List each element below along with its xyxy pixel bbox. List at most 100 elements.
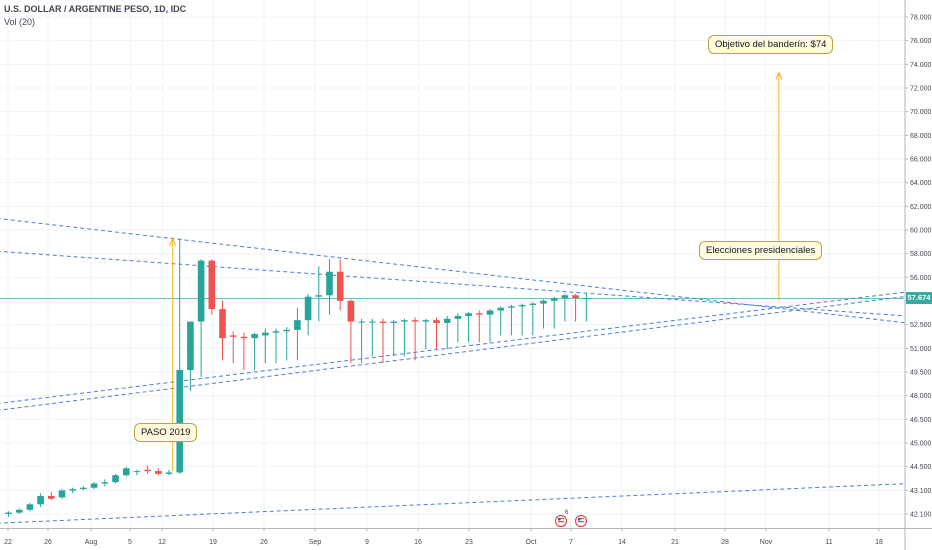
candle-body bbox=[465, 313, 472, 317]
y-tick-label: 68.000 bbox=[910, 133, 932, 140]
candle-body bbox=[133, 471, 141, 473]
x-tick-label: Sep bbox=[309, 539, 322, 546]
candles bbox=[5, 238, 590, 517]
paso-annotation[interactable]: PASO 2019 bbox=[134, 423, 198, 442]
x-tick-label: 26 bbox=[44, 539, 52, 546]
symbol-title: U.S. DOLLAR / ARGENTINE PESO, 1D, IDC bbox=[4, 4, 187, 14]
candle-body bbox=[540, 300, 547, 304]
candle-body bbox=[48, 496, 55, 499]
candle-body bbox=[58, 490, 66, 498]
candle-body bbox=[272, 331, 280, 333]
volume-indicator-label[interactable]: Vol (20) bbox=[4, 17, 36, 27]
candle-body bbox=[390, 321, 397, 323]
x-tick-label: 9 bbox=[365, 539, 369, 546]
arrow-head bbox=[169, 237, 177, 246]
x-tick-label: 26 bbox=[260, 539, 268, 546]
time-axis[interactable]: 22 26 Aug 5 12 19 26 Sep 9 16 23 Oct 7 14 21 28 Nov 11 18 bbox=[0, 528, 932, 546]
candle-body bbox=[165, 472, 173, 474]
candle-body bbox=[315, 295, 323, 297]
y-tick-label: 76.000 bbox=[910, 38, 932, 45]
candle-body bbox=[443, 318, 451, 323]
candle-body bbox=[508, 306, 515, 308]
x-tick-label: 28 bbox=[721, 539, 729, 546]
grid bbox=[0, 0, 904, 528]
candle-body bbox=[262, 332, 269, 336]
y-tick-label: 56.000 bbox=[910, 275, 932, 282]
candle-body bbox=[583, 298, 590, 300]
candle-body bbox=[69, 489, 76, 491]
y-tick-label: 51.000 bbox=[910, 346, 932, 353]
x-tick-label: 22 bbox=[4, 539, 12, 546]
candle-body bbox=[486, 310, 494, 315]
flag-stripe bbox=[578, 518, 584, 520]
y-tick-label: 44.500 bbox=[910, 464, 932, 471]
trendline bbox=[0, 288, 932, 404]
trendline bbox=[0, 292, 932, 411]
projection-arrows bbox=[169, 71, 783, 472]
candle-body bbox=[229, 335, 237, 337]
event-count: 6 bbox=[565, 510, 569, 516]
candle-body bbox=[422, 320, 430, 322]
elections-annotation[interactable]: Elecciones presidenciales bbox=[699, 241, 823, 260]
y-tick-label: 48.000 bbox=[910, 393, 932, 400]
trendline bbox=[0, 482, 932, 524]
flag-target-annotation[interactable]: Objetivo del banderín: $74 bbox=[708, 35, 834, 54]
candle-body bbox=[219, 309, 226, 339]
candle-body bbox=[550, 298, 558, 301]
candle-body bbox=[433, 320, 440, 323]
candle-body bbox=[155, 471, 162, 474]
y-tick-label: 60.000 bbox=[910, 228, 932, 235]
price-axis[interactable]: 42.100 43.100 44.500 45.000 46.500 48.000 49.5… bbox=[904, 0, 932, 550]
event-markers: 6 bbox=[554, 510, 588, 528]
candle-body bbox=[476, 313, 483, 315]
candle-body bbox=[411, 320, 419, 322]
candle-body bbox=[518, 304, 526, 307]
candle-body bbox=[369, 321, 376, 323]
x-tick-label: 14 bbox=[618, 539, 626, 546]
candle-body bbox=[401, 320, 408, 322]
candle-body bbox=[122, 468, 130, 476]
candle-body bbox=[101, 482, 109, 484]
candle-body bbox=[283, 329, 290, 332]
y-tick-label: 46.500 bbox=[910, 417, 932, 424]
current-price-label: 57.674 bbox=[906, 292, 932, 305]
candle-body bbox=[80, 487, 87, 490]
y-tick-label: 52.500 bbox=[910, 322, 932, 329]
y-tick-label: 64.000 bbox=[910, 180, 932, 187]
candle-body bbox=[15, 509, 23, 513]
candle-body bbox=[112, 475, 119, 483]
candle-body bbox=[336, 271, 344, 301]
flag-canton bbox=[558, 518, 561, 521]
y-tick-label: 58.000 bbox=[910, 251, 932, 258]
y-tick-label: 72.000 bbox=[910, 86, 932, 93]
x-tick-label: 11 bbox=[825, 539, 832, 546]
candle-body bbox=[197, 260, 205, 322]
candle-body bbox=[529, 303, 537, 305]
candle-body bbox=[347, 300, 355, 322]
x-tick-label: Oct bbox=[526, 539, 537, 546]
x-tick-label: 23 bbox=[465, 539, 473, 546]
x-tick-label: 18 bbox=[875, 539, 883, 546]
candle-body bbox=[144, 469, 151, 472]
x-tick-label: 5 bbox=[128, 539, 132, 546]
y-tick-label: 70.000 bbox=[910, 109, 932, 116]
candle-body bbox=[176, 370, 183, 473]
candle-body bbox=[454, 316, 462, 319]
x-tick-label: 19 bbox=[209, 539, 217, 546]
y-tick-label: 66.000 bbox=[910, 157, 932, 164]
candle-body bbox=[294, 320, 301, 330]
y-tick-label: 74.000 bbox=[910, 62, 932, 69]
y-tick-label: 49.500 bbox=[910, 370, 932, 377]
y-tick-label: 62.000 bbox=[910, 204, 932, 211]
x-tick-label: Aug bbox=[85, 539, 98, 546]
trendlines bbox=[0, 218, 932, 524]
arrow-head bbox=[775, 71, 783, 80]
flag-stripe bbox=[558, 518, 564, 520]
us-flag-event-icon bbox=[574, 514, 588, 528]
y-tick-label: 43.100 bbox=[910, 488, 932, 495]
candle-body bbox=[497, 307, 504, 311]
y-tick-label: 45.000 bbox=[910, 441, 932, 448]
candle-body bbox=[572, 295, 579, 299]
candle-body bbox=[379, 321, 387, 323]
